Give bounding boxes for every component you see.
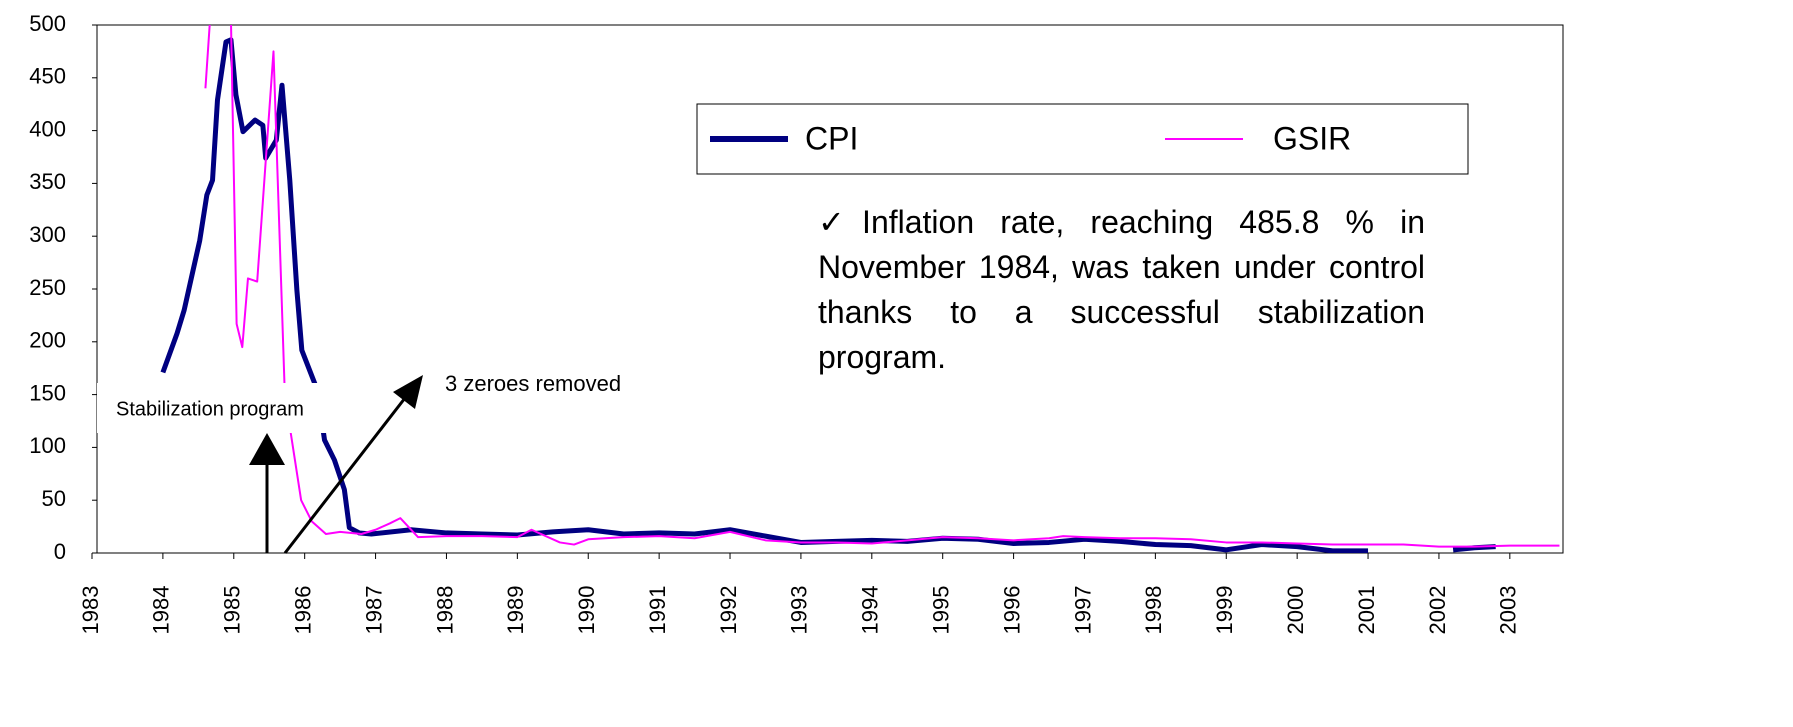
y-tick-label: 0 <box>54 539 66 564</box>
x-tick-label: 2000 <box>1283 586 1308 635</box>
x-tick-label: 1987 <box>361 586 386 635</box>
y-tick-label: 100 <box>29 433 66 458</box>
x-tick-label: 1989 <box>503 586 528 635</box>
x-tick-label: 1997 <box>1070 586 1095 635</box>
x-tick-label: 1994 <box>858 586 883 635</box>
y-tick-label: 200 <box>29 328 66 353</box>
x-tick-label: 1984 <box>149 586 174 635</box>
x-tick-label: 1995 <box>929 586 954 635</box>
x-tick-label: 1999 <box>1212 586 1237 635</box>
x-tick-label: 1983 <box>78 586 103 635</box>
annotation: Stabilization program <box>116 398 304 420</box>
arrow <box>283 397 407 554</box>
x-tick-label: 2001 <box>1354 586 1379 635</box>
x-tick-label: 1993 <box>787 586 812 635</box>
y-tick-label: 500 <box>29 11 66 36</box>
y-tick-label: 50 <box>42 486 66 511</box>
y-tick-label: 300 <box>29 222 66 247</box>
line-gsir <box>204 25 1560 548</box>
legend-label: CPI <box>805 120 858 156</box>
note-text: ✓Inflation rate, reaching 485.8 % in Nov… <box>818 204 1425 375</box>
arrow-head <box>393 375 423 409</box>
y-tick-label: 350 <box>29 169 66 194</box>
x-tick-label: 1992 <box>716 586 741 635</box>
y-tick-label: 150 <box>29 380 66 405</box>
y-tick-label: 450 <box>29 64 66 89</box>
x-tick-label: 1998 <box>1141 586 1166 635</box>
y-tick-label: 400 <box>29 116 66 141</box>
x-tick-label: 2002 <box>1425 586 1450 635</box>
x-tick-label: 1991 <box>645 586 670 635</box>
annotation-box <box>97 383 340 433</box>
x-tick-label: 2003 <box>1496 586 1521 635</box>
x-tick-label: 1985 <box>220 586 245 635</box>
arrow-head <box>249 433 285 465</box>
x-tick-label: 1996 <box>999 586 1024 635</box>
legend-box <box>696 103 1469 175</box>
x-tick-label: 1986 <box>290 586 315 635</box>
annotation: 3 zeroes removed <box>445 371 621 396</box>
plot-area <box>160 25 1560 553</box>
x-tick-label: 1988 <box>432 586 457 635</box>
x-tick-label: 1990 <box>574 586 599 635</box>
y-tick-label: 250 <box>29 275 66 300</box>
legend-label: GSIR <box>1273 120 1351 156</box>
